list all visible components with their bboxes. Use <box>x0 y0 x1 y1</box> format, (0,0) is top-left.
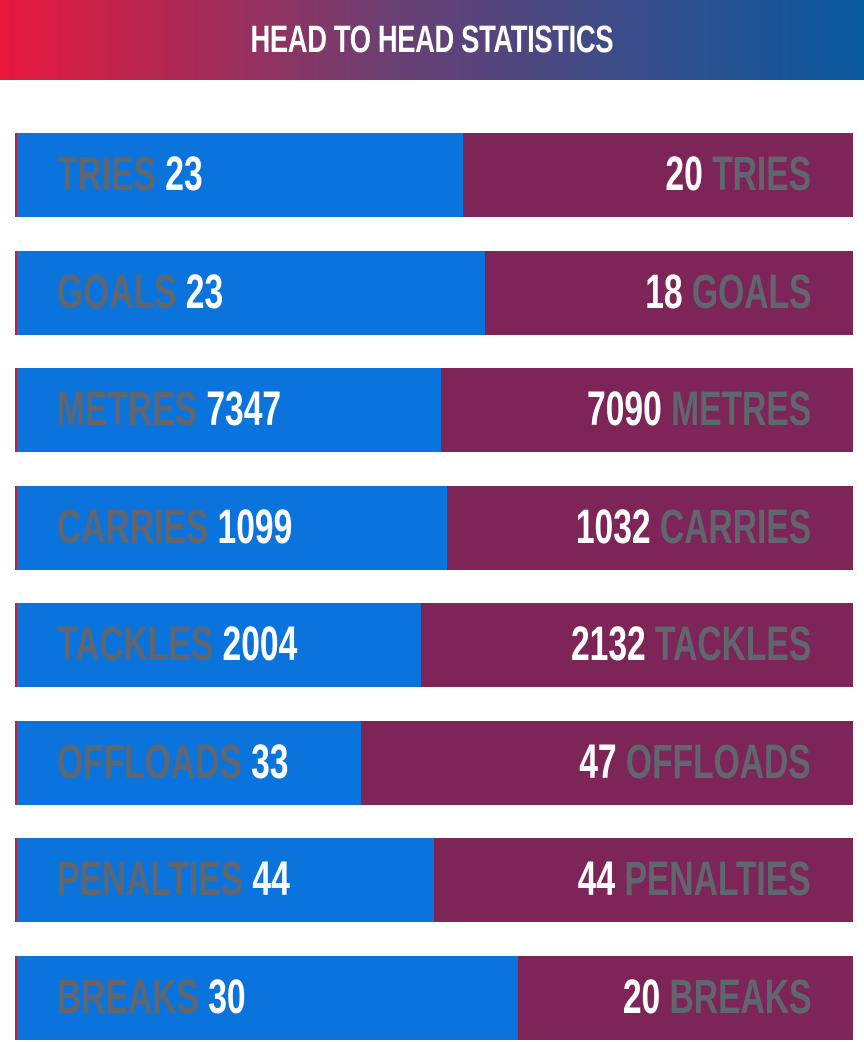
right-stat-label: TRIES <box>712 148 811 201</box>
bar-left-metres <box>15 368 442 452</box>
stat-row-carries: CARRIES 1099 1032 CARRIES <box>15 485 853 570</box>
right-stat-value: 47 <box>579 735 627 789</box>
right-stat-label: CARRIES <box>659 500 811 554</box>
right-stat-value: 20 <box>665 148 713 201</box>
left-stat-text-tackles: TACKLES 2004 <box>57 603 297 687</box>
right-stat-text-tries: 20 TRIES <box>665 133 811 217</box>
page-title: HEAD TO HEAD STATISTICS <box>250 18 614 61</box>
right-stat-value: 20 <box>622 970 670 1024</box>
right-stat-text-tackles: 2132 TACKLES <box>571 603 811 687</box>
left-stat-text-goals: GOALS 23 <box>57 251 223 335</box>
right-stat-label: GOALS <box>691 265 811 319</box>
bar-right-metres <box>441 368 853 452</box>
bar-right-tries <box>463 133 853 217</box>
stat-row-goals: GOALS 23 18 GOALS <box>15 250 853 335</box>
bar-left-tackles <box>15 603 422 687</box>
left-stat-value: 44 <box>243 853 290 906</box>
left-stat-label: CARRIES <box>57 500 209 554</box>
stat-row-penalties: PENALTIES 44 44 PENALTIES <box>15 838 853 922</box>
right-stat-label: BREAKS <box>669 970 811 1024</box>
left-stat-label: METRES <box>57 383 198 436</box>
bar-left-penalties <box>15 838 434 922</box>
bar-left-tries <box>15 133 464 217</box>
right-stat-text-goals: 18 GOALS <box>645 251 811 335</box>
left-stat-label: TRIES <box>57 148 156 201</box>
stat-row-tries: TRIES 23 20 TRIES <box>15 133 853 217</box>
left-stat-value: 7347 <box>197 383 282 436</box>
stat-row-offloads: OFFLOADS 33 47 OFFLOADS <box>15 720 853 805</box>
left-stat-text-metres: METRES 7347 <box>57 368 281 452</box>
right-stat-value: 2132 <box>570 618 655 671</box>
left-stat-value: 23 <box>155 148 203 201</box>
right-stat-label: METRES <box>670 383 811 436</box>
left-stat-text-carries: CARRIES 1099 <box>57 486 292 570</box>
right-stat-text-metres: 7090 METRES <box>587 368 811 452</box>
stat-row-metres: METRES 7347 7090 METRES <box>15 368 853 452</box>
right-stat-text-carries: 1032 CARRIES <box>576 486 811 570</box>
right-stat-label: PENALTIES <box>624 853 811 906</box>
bar-right-breaks <box>517 955 853 1040</box>
bar-right-tackles <box>421 603 853 687</box>
left-stat-value: 2004 <box>213 618 298 671</box>
left-stat-label: GOALS <box>57 265 177 319</box>
bar-left-carries <box>15 485 448 570</box>
right-stat-text-penalties: 44 PENALTIES <box>578 838 811 922</box>
right-stat-label: TACKLES <box>654 618 811 671</box>
bar-left-offloads <box>15 720 361 805</box>
right-stat-value: 18 <box>644 265 692 319</box>
bar-left-breaks <box>15 955 518 1040</box>
right-stat-value: 7090 <box>586 383 671 436</box>
bar-left-goals <box>15 250 486 335</box>
stat-row-breaks: BREAKS 30 20 BREAKS <box>15 955 853 1040</box>
left-stat-text-penalties: PENALTIES 44 <box>57 838 290 922</box>
right-stat-text-offloads: 47 OFFLOADS <box>579 721 811 805</box>
left-stat-value: 23 <box>176 265 224 319</box>
left-stat-label: TACKLES <box>57 618 214 671</box>
left-stat-value: 30 <box>198 970 246 1024</box>
left-stat-value: 1099 <box>208 500 293 554</box>
left-stat-label: BREAKS <box>57 970 199 1024</box>
right-stat-label: OFFLOADS <box>626 735 811 789</box>
right-stat-value: 44 <box>578 853 625 906</box>
bar-right-carries <box>447 485 853 570</box>
bar-right-offloads <box>360 720 853 805</box>
right-stat-text-breaks: 20 BREAKS <box>622 956 811 1040</box>
bar-right-goals <box>485 250 853 335</box>
left-stat-text-breaks: BREAKS 30 <box>57 956 246 1040</box>
left-stat-text-tries: TRIES 23 <box>57 133 203 217</box>
right-stat-value: 1032 <box>575 500 660 554</box>
stat-row-tackles: TACKLES 2004 2132 TACKLES <box>15 603 853 687</box>
left-stat-text-offloads: OFFLOADS 33 <box>57 721 289 805</box>
bar-right-penalties <box>434 838 853 922</box>
header-banner: HEAD TO HEAD STATISTICS <box>0 0 864 80</box>
left-stat-value: 33 <box>241 735 289 789</box>
left-stat-label: PENALTIES <box>57 853 244 906</box>
left-stat-label: OFFLOADS <box>57 735 242 789</box>
